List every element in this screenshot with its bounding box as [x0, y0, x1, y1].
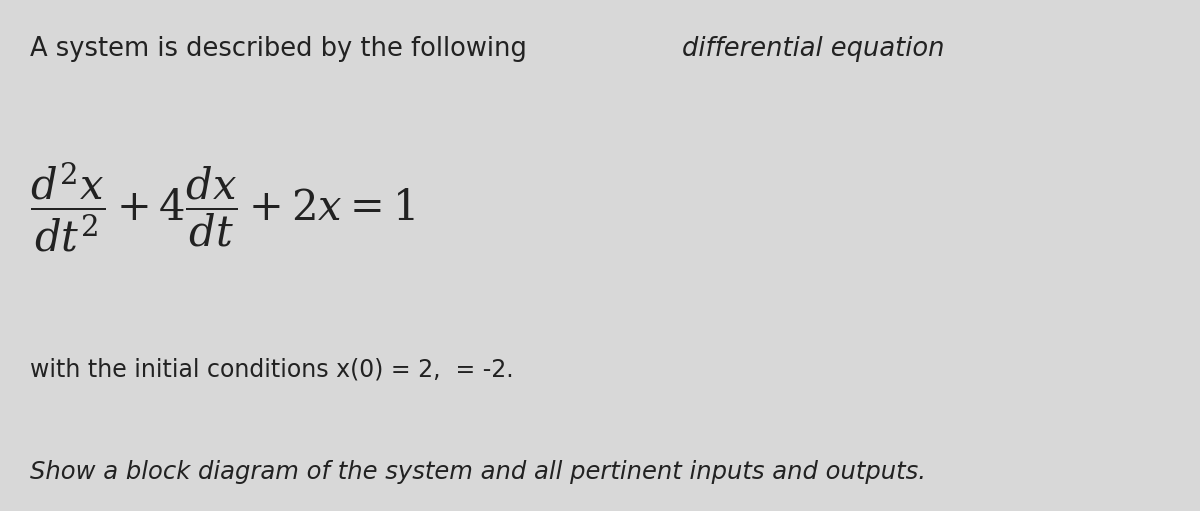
Text: with the initial conditions x(0) = 2,  = -2.: with the initial conditions x(0) = 2, = …	[30, 358, 514, 382]
Text: $\dfrac{d^2x}{dt^2} + 4\dfrac{dx}{dt} + 2x = 1$: $\dfrac{d^2x}{dt^2} + 4\dfrac{dx}{dt} + …	[30, 160, 414, 254]
Text: A system is described by the following: A system is described by the following	[30, 36, 535, 62]
Text: Show a block diagram of the system and all pertinent inputs and outputs.: Show a block diagram of the system and a…	[30, 460, 926, 484]
Text: differential equation: differential equation	[682, 36, 944, 62]
